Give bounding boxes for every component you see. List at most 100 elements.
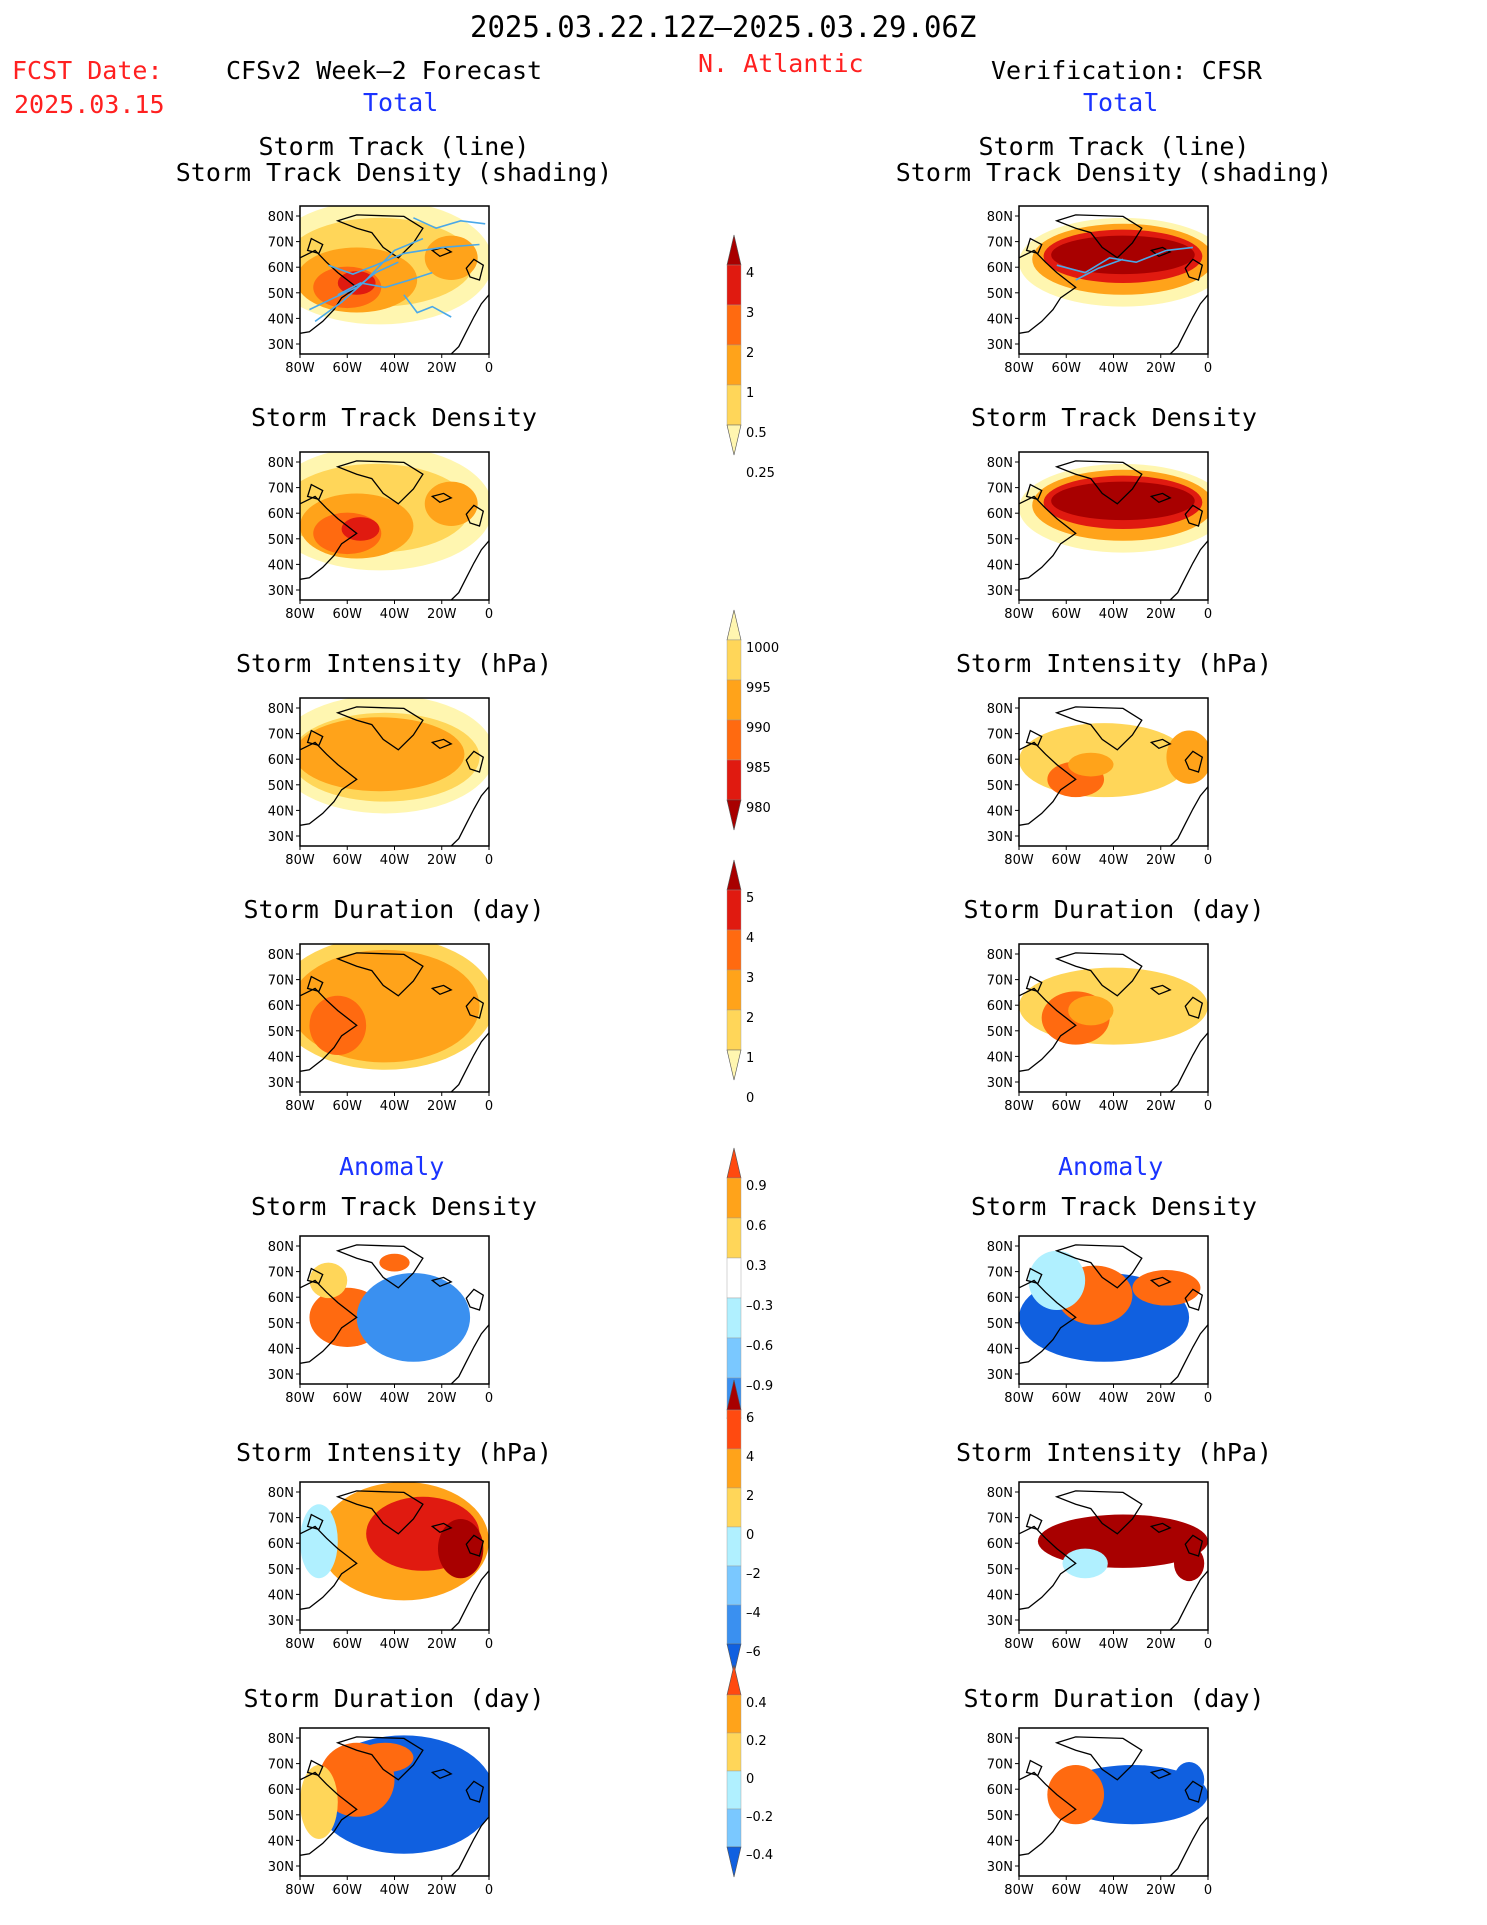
- x-tick-label: 0: [1204, 361, 1212, 376]
- y-tick-label: 50N: [268, 1563, 294, 1578]
- coastline-0: [1054, 1736, 1143, 1781]
- left-anomaly-label: Anomaly: [339, 1152, 445, 1181]
- colorbar-label: 0: [746, 1528, 754, 1543]
- colorbar-colorbar-density-anom: 0.9 0.6 0.3 –0.3 –0.6 –0.9: [726, 1147, 773, 1449]
- colorbar-arrow-top: [726, 234, 742, 266]
- x-tick-label: 0: [1204, 607, 1212, 622]
- y-tick-label: 50N: [987, 287, 1013, 302]
- right-anomaly-label: Anomaly: [1058, 1152, 1164, 1181]
- coastline-1: [1019, 1771, 1077, 1856]
- x-tick-label: 60W: [1052, 607, 1082, 622]
- shading-area-4: [341, 517, 380, 541]
- coastline-0: [335, 952, 424, 997]
- y-tick-label: 50N: [987, 779, 1013, 794]
- y-tick-label: 80N: [987, 456, 1013, 471]
- storm-track-line-1: [1075, 258, 1124, 281]
- y-tick-label: 70N: [268, 236, 294, 251]
- y-tick-label: 30N: [987, 1860, 1013, 1875]
- colorbar-label: –6: [746, 1645, 761, 1660]
- right-map-panel-6: 80N 70N 60N 50N 40N 30N 80W 60W 40W 20W 0: [987, 1727, 1212, 1898]
- y-tick-label: 80N: [987, 702, 1013, 717]
- right-map-shading-2: [1019, 706, 1208, 846]
- coastline-5: [1169, 1032, 1208, 1092]
- coastline-0: [335, 1244, 424, 1289]
- coastline-1: [300, 1279, 358, 1364]
- y-tick-label: 40N: [268, 1834, 294, 1849]
- coastline-4: [1184, 996, 1204, 1019]
- y-tick-label: 80N: [268, 1732, 294, 1747]
- x-tick-label: 80W: [1004, 1391, 1034, 1406]
- coastline-3: [430, 1768, 453, 1780]
- left-map-shading-6: [300, 1735, 489, 1876]
- coastline-0: [335, 706, 424, 751]
- colorbar-segment: [726, 889, 742, 931]
- colorbar-segment: [726, 639, 742, 681]
- right-map-shading-3: [1019, 952, 1208, 1092]
- colorbar-segment: [726, 719, 742, 761]
- right-map-panel-5: 80N 70N 60N 50N 40N 30N 80W 60W 40W 20W 0: [987, 1481, 1212, 1652]
- fcst-date-value: 2025.03.15: [14, 90, 165, 119]
- y-tick-label: 40N: [987, 312, 1013, 327]
- colorbar-colorbar-duration-anom: 0.4 0.2 0 –0.2 –0.4: [726, 1664, 773, 1878]
- right-track-title-2: Storm Track Density (shading): [895, 158, 1333, 187]
- shading-area-1: [1047, 1765, 1105, 1825]
- x-tick-label: 40W: [1099, 1391, 1129, 1406]
- right-map-panel-4: 80N 70N 60N 50N 40N 30N 80W 60W 40W 20W 0: [987, 1235, 1212, 1406]
- storm-track-line-3: [337, 271, 433, 296]
- y-tick-label: 50N: [268, 287, 294, 302]
- coastline-1: [1019, 249, 1077, 334]
- coastline-1: [300, 1525, 358, 1610]
- x-tick-label: 40W: [380, 853, 410, 868]
- x-tick-label: 60W: [1052, 361, 1082, 376]
- coastline-5: [450, 1816, 489, 1876]
- coastline-4: [1184, 1288, 1204, 1311]
- coastline-4: [1184, 1534, 1204, 1557]
- colorbar-segment: [726, 304, 742, 346]
- colorbar-label: 0.2: [746, 1734, 767, 1749]
- y-tick-label: 50N: [268, 533, 294, 548]
- right-map-panel-2: 80N 70N 60N 50N 40N 30N 80W 60W 40W 20W 0: [987, 697, 1212, 868]
- right-model-title: Verification: CFSR: [991, 56, 1262, 85]
- left-map-panel-6: 80N 70N 60N 50N 40N 30N 80W 60W 40W 20W 0: [268, 1727, 493, 1898]
- main-title: 2025.03.22.12Z–2025.03.29.06Z: [470, 10, 977, 44]
- shading-area-3: [300, 1504, 338, 1579]
- y-tick-label: 80N: [268, 210, 294, 225]
- y-tick-label: 40N: [987, 558, 1013, 573]
- x-tick-label: 60W: [333, 1883, 363, 1898]
- coastline-5: [450, 294, 489, 354]
- colorbar-segment: [726, 384, 742, 426]
- coastline-1: [300, 741, 358, 826]
- coastline-3: [430, 492, 453, 504]
- x-tick-label: 40W: [1099, 1883, 1129, 1898]
- x-tick-label: 40W: [380, 1391, 410, 1406]
- shading-area-2: [1068, 995, 1114, 1026]
- colorbar-segment: [726, 344, 742, 386]
- shading-area-2: [356, 1742, 414, 1773]
- coastline-2: [306, 1759, 324, 1777]
- y-tick-label: 40N: [268, 1050, 294, 1065]
- coastline-2: [1025, 1513, 1043, 1531]
- left-model-title: CFSv2 Week–2 Forecast: [226, 56, 543, 85]
- coastline-1: [300, 987, 358, 1072]
- y-tick-label: 50N: [268, 779, 294, 794]
- x-tick-label: 80W: [1004, 853, 1034, 868]
- colorbar-label: 2: [746, 1489, 754, 1504]
- x-tick-label: 80W: [285, 361, 315, 376]
- right-map-shading-6: [1019, 1736, 1208, 1876]
- colorbar-label: 985: [746, 761, 771, 776]
- storm-track-line-0: [309, 261, 399, 311]
- y-tick-label: 30N: [987, 1614, 1013, 1629]
- coastline-2: [306, 1513, 324, 1531]
- left-map-shading-3: [300, 944, 489, 1092]
- colorbar-label: –0.9: [746, 1379, 773, 1394]
- coastline-2: [1025, 729, 1043, 747]
- x-tick-label: 20W: [427, 1099, 457, 1114]
- y-tick-label: 40N: [987, 804, 1013, 819]
- coastline-5: [1169, 1324, 1208, 1384]
- coastline-4: [1184, 258, 1204, 281]
- colorbar-label: 0.3: [746, 1259, 767, 1274]
- colorbar-segment: [726, 1487, 742, 1528]
- colorbar-label: 0.25: [746, 466, 775, 481]
- y-tick-label: 60N: [987, 261, 1013, 276]
- y-tick-label: 60N: [987, 1783, 1013, 1798]
